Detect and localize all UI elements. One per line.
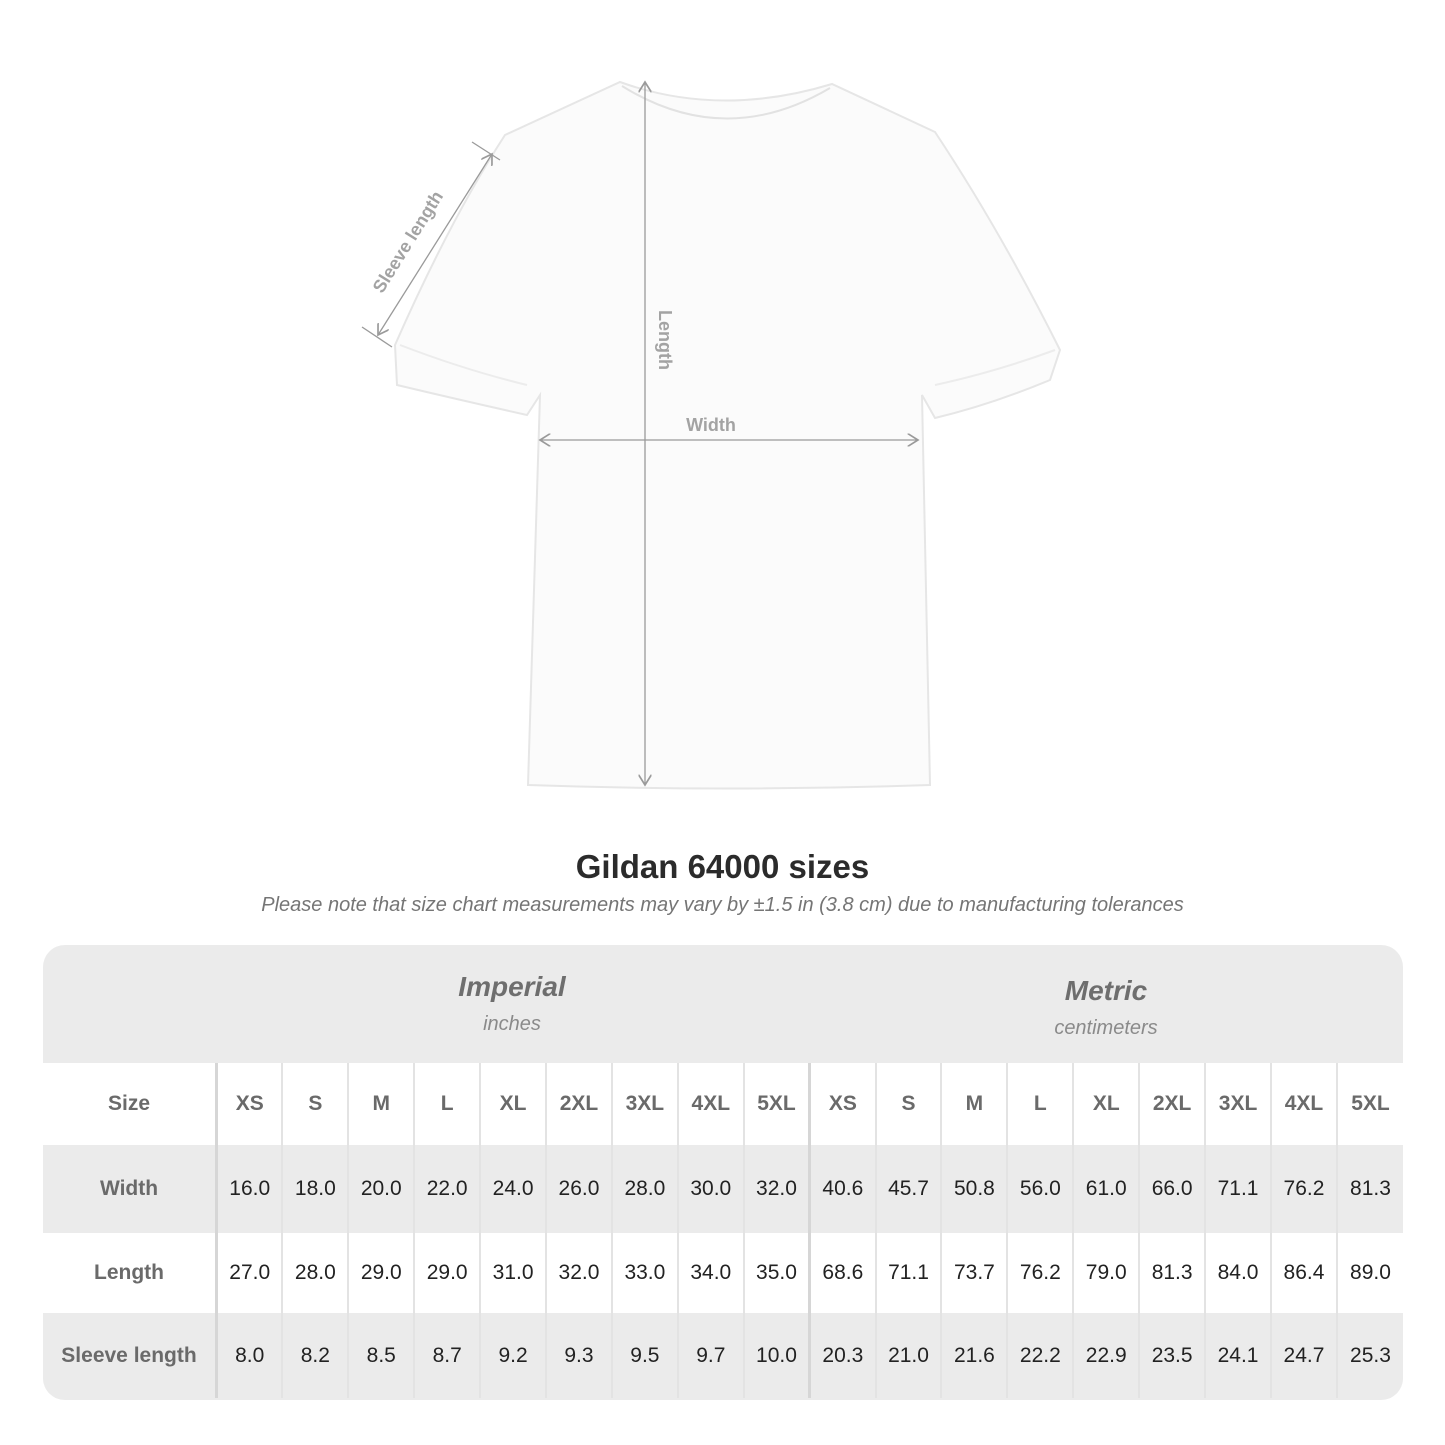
imperial-value: 31.0 <box>479 1233 547 1313</box>
imperial-value: 26.0 <box>545 1145 612 1233</box>
metric-value: 25.3 <box>1335 1313 1403 1398</box>
metric-value: 22.2 <box>1006 1313 1074 1398</box>
metric-value: 20.3 <box>808 1313 876 1398</box>
metric-size-xs: XS <box>808 1063 876 1145</box>
imperial-value: 24.0 <box>479 1145 547 1233</box>
table-row: Length 27.0 28.0 29.0 29.0 31.0 32.0 33.0 34.0 35… <box>43 1233 1403 1313</box>
imperial-value: 28.0 <box>610 1145 678 1233</box>
imperial-value: 8.2 <box>281 1313 349 1398</box>
metric-value: 61.0 <box>1072 1145 1140 1233</box>
row-label: Length <box>43 1233 217 1313</box>
metric-size-xl: XL <box>1072 1063 1140 1145</box>
metric-value: 89.0 <box>1335 1233 1403 1313</box>
imperial-value: 9.7 <box>676 1313 744 1398</box>
metric-value: 86.4 <box>1270 1233 1337 1313</box>
imperial-value: 8.0 <box>215 1313 283 1398</box>
imperial-value: 33.0 <box>610 1233 678 1313</box>
imperial-value: 34.0 <box>676 1233 744 1313</box>
metric-value: 79.0 <box>1072 1233 1140 1313</box>
size-grid: Size XS S M L XL 2XL 3XL 4XL 5XL XS S M L XL 2XL 3XL 4XL 5… <box>43 1063 1403 1398</box>
imperial-size-xs: XS <box>215 1063 283 1145</box>
metric-size-3xl: 3XL <box>1204 1063 1271 1145</box>
imperial-size-2xl: 2XL <box>545 1063 612 1145</box>
imperial-size-l: L <box>413 1063 481 1145</box>
imperial-size-xl: XL <box>479 1063 547 1145</box>
metric-size-s: S <box>874 1063 942 1145</box>
metric-value: 21.6 <box>940 1313 1008 1398</box>
imperial-size-3xl: 3XL <box>610 1063 678 1145</box>
metric-size-l: L <box>1006 1063 1074 1145</box>
metric-header: Metric centimeters <box>809 949 1403 1067</box>
size-table: Imperial inches Metric centimeters Size X… <box>43 945 1403 1400</box>
metric-value: 73.7 <box>940 1233 1008 1313</box>
metric-unit: centimeters <box>1054 1017 1158 1039</box>
imperial-value: 29.0 <box>413 1233 481 1313</box>
imperial-value: 35.0 <box>742 1233 810 1313</box>
width-label: Width <box>686 415 736 435</box>
metric-value: 24.7 <box>1270 1313 1337 1398</box>
length-label: Length <box>655 310 675 370</box>
metric-value: 84.0 <box>1204 1233 1271 1313</box>
imperial-value: 27.0 <box>215 1233 283 1313</box>
imperial-value: 22.0 <box>413 1145 481 1233</box>
imperial-value: 9.5 <box>610 1313 678 1398</box>
metric-value: 71.1 <box>874 1233 942 1313</box>
metric-value: 76.2 <box>1006 1233 1074 1313</box>
imperial-value: 30.0 <box>676 1145 744 1233</box>
row-label: Width <box>43 1145 217 1233</box>
metric-value: 81.3 <box>1138 1233 1206 1313</box>
metric-value: 71.1 <box>1204 1145 1271 1233</box>
metric-value: 76.2 <box>1270 1145 1337 1233</box>
page-title: Gildan 64000 sizes <box>575 848 870 885</box>
table-row: Sleeve length 8.0 8.2 8.5 8.7 9.2 9.3 9.5 9.7 10.… <box>43 1313 1403 1398</box>
imperial-header: Imperial inches <box>215 945 809 1063</box>
imperial-size-5xl: 5XL <box>742 1063 810 1145</box>
metric-value: 45.7 <box>874 1145 942 1233</box>
tshirt-diagram: Sleeve length Length Width <box>361 0 1062 790</box>
imperial-value: 20.0 <box>347 1145 415 1233</box>
metric-size-2xl: 2XL <box>1138 1063 1206 1145</box>
sleeve-arrow <box>378 154 492 335</box>
metric-size-4xl: 4XL <box>1270 1063 1337 1145</box>
row-label: Sleeve length <box>43 1313 217 1398</box>
tolerance-note: Please note that size chart measurements… <box>261 894 1184 916</box>
metric-value: 66.0 <box>1138 1145 1206 1233</box>
imperial-value: 32.0 <box>742 1145 810 1233</box>
metric-value: 23.5 <box>1138 1313 1206 1398</box>
table-row: Width 16.0 18.0 20.0 22.0 24.0 26.0 28.0 30.0 32.… <box>43 1145 1403 1233</box>
imperial-value: 8.5 <box>347 1313 415 1398</box>
metric-value: 68.6 <box>808 1233 876 1313</box>
metric-value: 50.8 <box>940 1145 1008 1233</box>
metric-value: 24.1 <box>1204 1313 1271 1398</box>
imperial-value: 18.0 <box>281 1145 349 1233</box>
imperial-size-s: S <box>281 1063 349 1145</box>
tshirt-image <box>393 80 1062 790</box>
size-header-row: Size XS S M L XL 2XL 3XL 4XL 5XL XS S M L XL 2XL 3XL 4XL 5… <box>43 1063 1403 1145</box>
imperial-size-4xl: 4XL <box>676 1063 744 1145</box>
imperial-value: 8.7 <box>413 1313 481 1398</box>
imperial-value: 29.0 <box>347 1233 415 1313</box>
imperial-value: 16.0 <box>215 1145 283 1233</box>
metric-size-m: M <box>940 1063 1008 1145</box>
imperial-value: 28.0 <box>281 1233 349 1313</box>
metric-value: 81.3 <box>1335 1145 1403 1233</box>
imperial-value: 9.3 <box>545 1313 612 1398</box>
metric-title: Metric <box>1064 975 1148 1006</box>
imperial-size-m: M <box>347 1063 415 1145</box>
size-label: Size <box>43 1063 217 1145</box>
imperial-title: Imperial <box>458 971 566 1002</box>
imperial-value: 32.0 <box>545 1233 612 1313</box>
metric-value: 21.0 <box>874 1313 942 1398</box>
imperial-value: 10.0 <box>742 1313 810 1398</box>
metric-value: 56.0 <box>1006 1145 1074 1233</box>
metric-value: 40.6 <box>808 1145 876 1233</box>
imperial-unit: inches <box>483 1013 541 1035</box>
metric-value: 22.9 <box>1072 1313 1140 1398</box>
metric-size-5xl: 5XL <box>1335 1063 1403 1145</box>
imperial-value: 9.2 <box>479 1313 547 1398</box>
